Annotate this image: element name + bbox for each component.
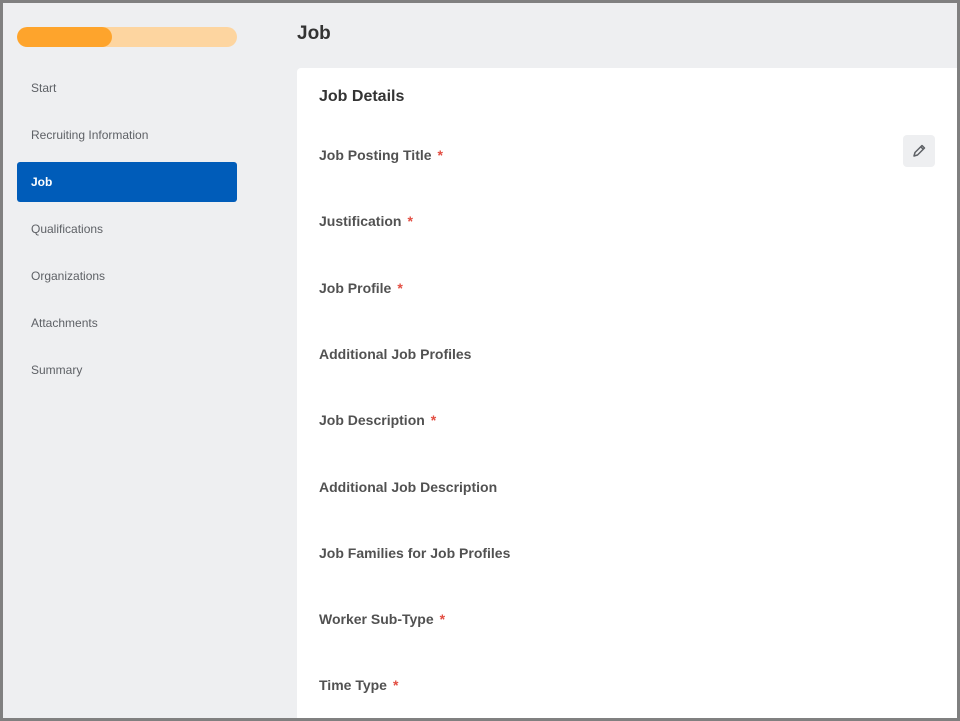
edit-button[interactable] <box>903 135 935 167</box>
progress-fill <box>17 27 112 47</box>
window: Start Recruiting Information Job Qualificat… <box>3 3 957 718</box>
sidebar-item-job[interactable]: Job <box>17 162 237 202</box>
field-label: Job Posting Title * <box>319 147 443 163</box>
field-label-text: Justification <box>319 213 402 230</box>
field-label: Time Type * <box>319 677 398 693</box>
required-indicator: * <box>407 213 413 230</box>
job-details-card: Job Details Job Posting Title * Justificat… <box>297 68 957 718</box>
field-label: Additional Job Description <box>319 479 497 495</box>
field-label: Justification * <box>319 213 413 229</box>
progress-bar <box>17 27 237 47</box>
sidebar-item-recruiting-information[interactable]: Recruiting Information <box>31 128 149 142</box>
field-label-text: Job Description <box>319 412 425 429</box>
field-label: Worker Sub-Type * <box>319 611 445 627</box>
section-title: Job Details <box>319 88 405 105</box>
sidebar-item-qualifications[interactable]: Qualifications <box>31 222 104 236</box>
page-title: Job <box>297 23 331 44</box>
field-label: Job Families for Job Profiles <box>319 545 510 561</box>
required-indicator: * <box>392 677 399 694</box>
sidebar-item-start[interactable]: Start <box>31 81 57 95</box>
sidebar-item-summary[interactable]: Summary <box>31 363 83 377</box>
required-indicator: * <box>430 412 437 429</box>
field-label-text: Job Profile <box>319 279 392 296</box>
field-label-text: Additional Job Profiles <box>319 345 472 362</box>
required-indicator: * <box>437 147 443 163</box>
field-label-text: Time Type <box>319 677 387 694</box>
sidebar-item-attachments[interactable]: Attachments <box>31 316 98 330</box>
field-label: Additional Job Profiles <box>319 346 471 362</box>
field-label: Job Description * <box>319 412 436 428</box>
field-label-text: Job Posting Title <box>319 147 432 163</box>
sidebar-item-organizations[interactable]: Organizations <box>31 269 106 283</box>
required-indicator: * <box>397 279 403 296</box>
pencil-icon <box>913 144 926 157</box>
field-label-text: Job Families for Job Profiles <box>319 544 511 561</box>
field-label-text: Worker Sub-Type <box>319 611 434 628</box>
sidebar-nav: Start Recruiting Information Job Qualificat… <box>17 68 237 397</box>
field-label-text: Additional Job Description <box>319 478 498 495</box>
field-label: Job Profile * <box>319 280 403 296</box>
required-indicator: * <box>439 611 446 628</box>
